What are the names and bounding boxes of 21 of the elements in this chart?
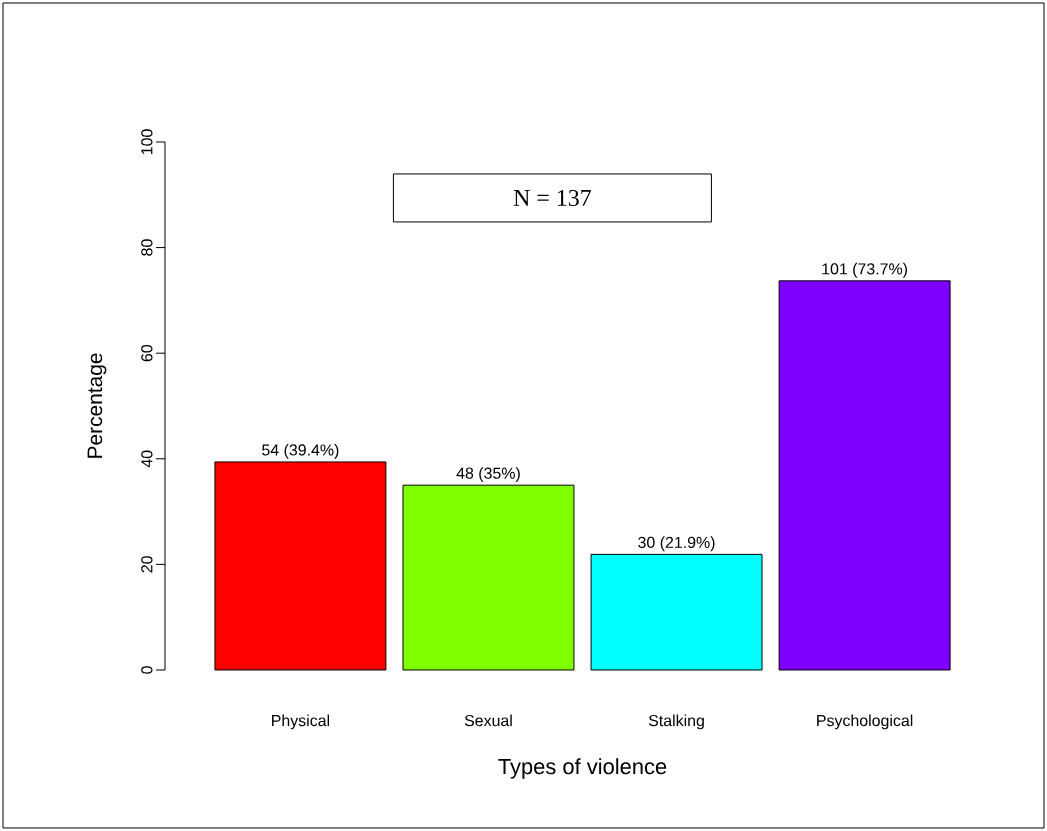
data-label: 48 (35%) [456,467,520,482]
data-label: 54 (39.4%) [262,443,339,459]
y-tick-label: 20 [141,556,153,573]
y-tick-label: 0 [141,666,153,674]
x-axis-title: Types of violence [498,758,667,779]
bar [590,553,763,671]
x-tick-label: Sexual [464,714,512,727]
bar [778,280,951,671]
bar [214,461,387,671]
y-tick-label: 60 [141,344,153,362]
data-label: 30 (21.9%) [638,536,715,552]
x-tick-label: Psychological [817,714,913,730]
x-tick-label: Physical [272,714,330,730]
y-tick-label: 100 [141,129,153,155]
y-tick-label: 40 [141,450,153,468]
data-label: 101 (73.7%) [822,262,907,278]
bar [402,484,575,671]
y-axis-title: Percentage [87,353,107,458]
annotation: N = 137 [513,189,591,206]
x-tick-label: Stalking [648,714,704,730]
y-tick-label: 80 [141,239,153,256]
